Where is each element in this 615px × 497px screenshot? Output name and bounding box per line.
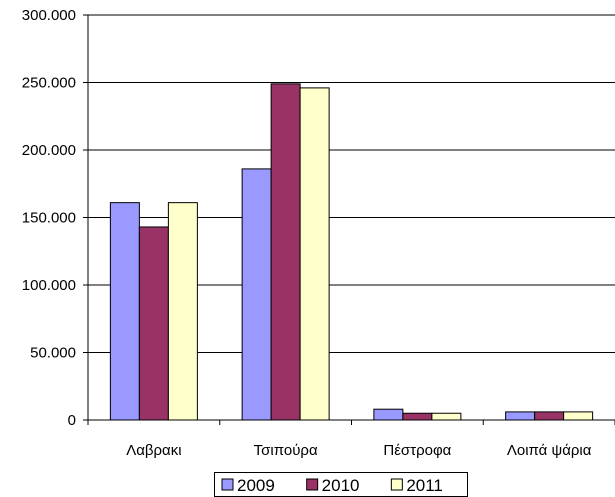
bar-2009-4 bbox=[505, 411, 536, 421]
y-axis-ticks: 0 50.000 100.000 150.000 200.000 250.000 300.0… bbox=[22, 7, 88, 429]
bar-2009-1 bbox=[109, 202, 140, 421]
bar-2009-3 bbox=[373, 408, 404, 421]
y-tick-label: 150.000 bbox=[22, 210, 76, 227]
y-tick-label: 0 bbox=[68, 412, 76, 429]
x-tick-label: Τσιπούρα bbox=[254, 442, 318, 459]
legend-swatch-2009 bbox=[221, 478, 234, 491]
x-tick-label: Λαβρακι bbox=[126, 442, 181, 459]
y-tick-label: 200.000 bbox=[22, 142, 76, 159]
bar-2010-4 bbox=[534, 411, 565, 421]
legend-label-2010: 2010 bbox=[322, 476, 360, 495]
bar-2009-2 bbox=[241, 168, 272, 421]
legend-swatch-2011 bbox=[390, 478, 403, 491]
x-tick-label: Πέστροφα bbox=[383, 442, 451, 459]
legend-box bbox=[214, 472, 468, 497]
bar-2011-2 bbox=[299, 87, 330, 421]
bars bbox=[109, 83, 594, 421]
bar-2011-4 bbox=[563, 411, 594, 421]
y-tick-label: 300.000 bbox=[22, 7, 76, 24]
x-tick-label: Λοιπά ψάρια bbox=[507, 442, 592, 459]
bar-2010-1 bbox=[138, 226, 169, 421]
legend-swatch-2010 bbox=[306, 478, 319, 491]
x-axis-ticks: Λαβρακι Τσιπούρα Πέστροφα Λοιπά ψάρια bbox=[87, 420, 615, 459]
legend-label-2009: 2009 bbox=[237, 476, 275, 495]
y-tick-label: 100.000 bbox=[22, 277, 76, 294]
legend: 2009 2010 2011 bbox=[214, 472, 468, 497]
bar-2010-2 bbox=[270, 83, 301, 421]
bar-2011-1 bbox=[167, 202, 198, 421]
bar-2010-3 bbox=[402, 412, 433, 421]
legend-label-2011: 2011 bbox=[406, 476, 443, 495]
y-tick-label: 250.000 bbox=[22, 75, 76, 92]
bar-2011-3 bbox=[431, 412, 462, 421]
y-tick-label: 50.000 bbox=[30, 345, 76, 362]
